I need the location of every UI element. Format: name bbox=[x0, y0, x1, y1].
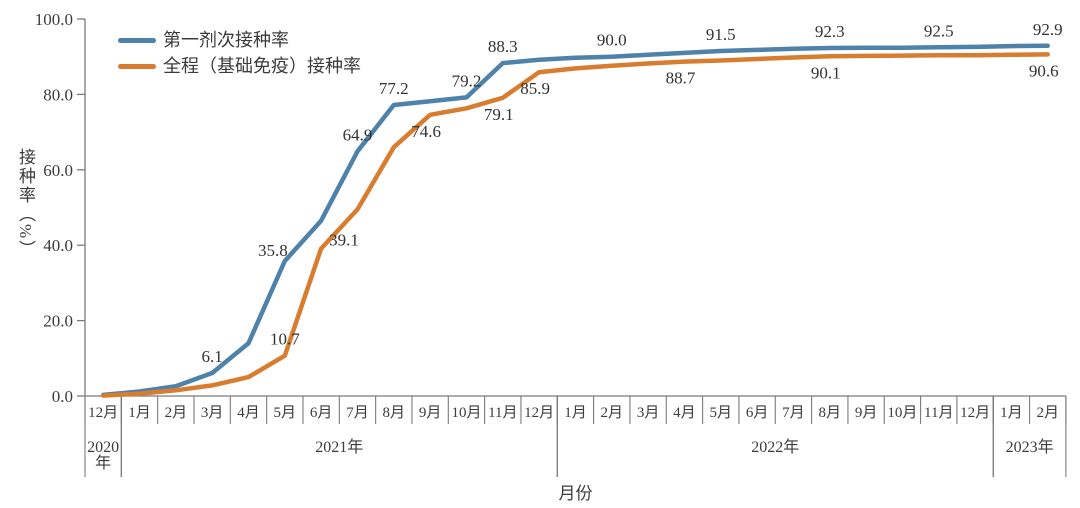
month-label: 4月 bbox=[237, 405, 260, 421]
year-label: 2021年 bbox=[315, 438, 363, 456]
data-label: 91.5 bbox=[706, 25, 736, 44]
month-label: 3月 bbox=[201, 405, 224, 421]
legend-label-first-dose: 第一剂次接种率 bbox=[163, 30, 289, 50]
data-label: 35.8 bbox=[258, 241, 288, 260]
month-label: 1月 bbox=[128, 405, 151, 421]
month-label: 6月 bbox=[746, 405, 769, 421]
month-label: 8月 bbox=[383, 405, 406, 421]
legend-label-full-course: 全程（基础免疫）接种率 bbox=[163, 56, 361, 76]
month-label: 2月 bbox=[601, 405, 624, 421]
month-label: 1月 bbox=[564, 405, 587, 421]
month-label: 1月 bbox=[1000, 405, 1023, 421]
data-label: 88.3 bbox=[488, 37, 518, 56]
data-label: 64.9 bbox=[343, 125, 373, 144]
month-label: 7月 bbox=[346, 405, 369, 421]
data-label: 74.6 bbox=[411, 122, 441, 141]
month-label: 2月 bbox=[1036, 405, 1059, 421]
legend-item-full-course: 全程（基础免疫）接种率 bbox=[118, 57, 361, 75]
legend-item-first-dose: 第一剂次接种率 bbox=[118, 31, 361, 49]
month-label: 12月 bbox=[88, 405, 118, 421]
month-label: 12月 bbox=[960, 405, 990, 421]
y-tick-label: 100.0 bbox=[35, 10, 73, 29]
data-label: 39.1 bbox=[329, 231, 359, 250]
month-label: 5月 bbox=[710, 405, 733, 421]
series-line-0 bbox=[100, 43, 1050, 398]
year-label: 2022年 bbox=[751, 438, 799, 456]
y-tick-label: 60.0 bbox=[43, 161, 73, 180]
month-label: 9月 bbox=[855, 405, 878, 421]
year-label: 2020 年 bbox=[87, 439, 119, 472]
month-label: 5月 bbox=[274, 405, 297, 421]
x-axis-title: 月份 bbox=[558, 484, 593, 503]
month-label: 4月 bbox=[673, 405, 696, 421]
data-label: 79.2 bbox=[452, 71, 482, 90]
month-label: 3月 bbox=[637, 405, 660, 421]
data-label: 77.2 bbox=[379, 79, 409, 98]
data-label: 85.9 bbox=[520, 79, 550, 98]
series-line-1 bbox=[100, 52, 1050, 398]
chart-legend: 第一剂次接种率 全程（基础免疫）接种率 bbox=[118, 31, 361, 75]
data-label: 79.1 bbox=[484, 105, 514, 124]
y-axis-title: 接种率（%） bbox=[16, 148, 35, 260]
month-label: 8月 bbox=[819, 405, 842, 421]
data-label: 90.0 bbox=[597, 31, 627, 50]
data-label: 92.3 bbox=[815, 22, 845, 41]
month-label: 11月 bbox=[924, 405, 953, 421]
y-tick-label: 40.0 bbox=[43, 236, 73, 255]
legend-swatch-first-dose bbox=[118, 37, 156, 43]
month-label: 6月 bbox=[310, 405, 333, 421]
month-label: 7月 bbox=[782, 405, 805, 421]
month-label: 11月 bbox=[488, 405, 517, 421]
data-label: 88.7 bbox=[666, 69, 696, 88]
y-tick-label: 20.0 bbox=[43, 312, 73, 331]
y-tick-label: 0.0 bbox=[52, 387, 73, 406]
data-label: 6.1 bbox=[202, 347, 223, 366]
data-label: 92.9 bbox=[1033, 20, 1063, 39]
year-label: 2023年 bbox=[1006, 438, 1054, 456]
month-label: 10月 bbox=[887, 405, 917, 421]
month-label: 10月 bbox=[451, 405, 481, 421]
data-label: 90.6 bbox=[1029, 61, 1059, 80]
data-label: 92.5 bbox=[924, 21, 954, 40]
month-label: 12月 bbox=[524, 405, 554, 421]
month-label: 9月 bbox=[419, 405, 442, 421]
month-label: 2月 bbox=[165, 405, 188, 421]
data-label: 10.7 bbox=[270, 330, 300, 349]
y-tick-label: 80.0 bbox=[43, 85, 73, 104]
legend-swatch-full-course bbox=[118, 63, 156, 69]
data-label: 90.1 bbox=[811, 63, 841, 82]
